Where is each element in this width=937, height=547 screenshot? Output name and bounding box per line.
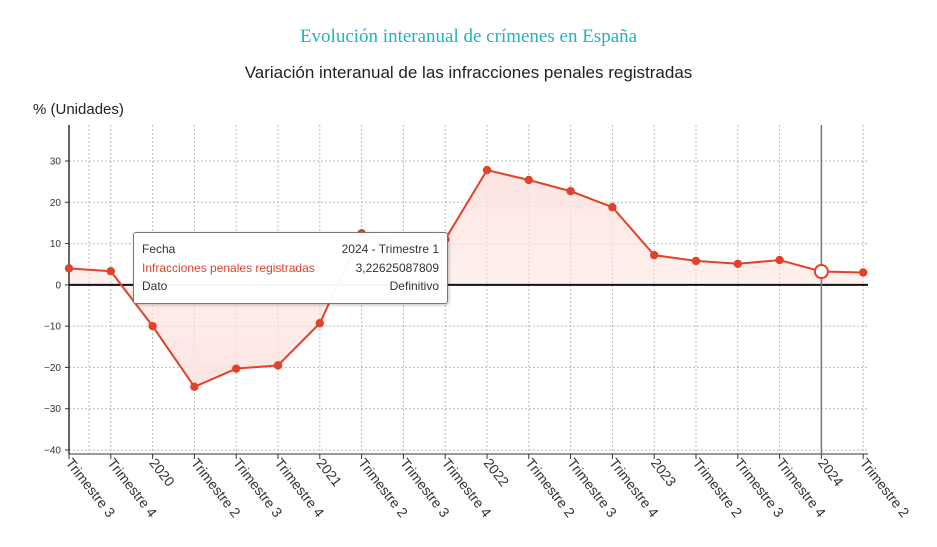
- x-tick-label: 2020: [146, 455, 178, 490]
- y-tick-label: 30: [50, 157, 62, 168]
- y-tick-label: −30: [44, 404, 61, 415]
- x-tick-label: Trimestre 2: [857, 455, 913, 520]
- tooltip-row-dato: Dato Definitivo: [142, 277, 439, 296]
- x-tick-label: 2021: [313, 455, 345, 490]
- y-axis-label: % (Unidades): [33, 101, 124, 118]
- tooltip-row-series: Infracciones penales registradas 3,22625…: [142, 259, 439, 278]
- data-point: [64, 264, 74, 273]
- page-title: Evolución interanual de crímenes en Espa…: [299, 26, 638, 47]
- data-point: [106, 267, 116, 276]
- y-tick-label: −10: [44, 322, 61, 333]
- data-point: [691, 256, 701, 266]
- data-point: [608, 203, 617, 212]
- x-tick-label: 2023: [648, 455, 680, 490]
- data-point: [273, 361, 283, 370]
- data-point: [733, 259, 742, 269]
- series-line: [68, 168, 864, 389]
- data-point: [566, 186, 575, 196]
- data-point: [315, 319, 324, 328]
- data-point: [190, 382, 199, 392]
- chart-title: Variación interanual de las infracciones…: [244, 63, 693, 82]
- y-tick-label: −40: [44, 446, 61, 457]
- data-tooltip: Fecha 2024 - Trimestre 1 Infracciones pe…: [133, 232, 448, 304]
- y-tick-label: 20: [50, 198, 62, 209]
- data-point: [232, 364, 241, 373]
- data-point: [650, 250, 659, 260]
- data-point: [859, 268, 868, 277]
- tooltip-value: 2024 - Trimestre 1: [341, 242, 439, 256]
- tooltip-value: 3,22625087809: [355, 260, 439, 275]
- data-point: [148, 321, 157, 331]
- data-point: [775, 255, 784, 265]
- y-tick-label: 0: [55, 280, 61, 291]
- tooltip-row-fecha: Fecha 2024 - Trimestre 1: [142, 240, 439, 259]
- y-tick-label: −20: [44, 363, 61, 374]
- x-tick-label: 2022: [481, 455, 513, 490]
- x-tick-label: 2024: [815, 455, 847, 490]
- tooltip-value: Definitivo: [389, 279, 439, 293]
- area-fill-positive: [69, 170, 864, 285]
- tooltip-label: Infracciones penales registradas: [142, 260, 315, 275]
- y-tick-label: 10: [50, 239, 62, 250]
- tooltip-label: Dato: [142, 279, 168, 293]
- tooltip-label: Fecha: [142, 242, 176, 256]
- data-point: [524, 175, 533, 185]
- data-point-highlighted: [813, 264, 829, 280]
- area-fill-negative: [121, 284, 338, 387]
- data-point: [482, 165, 492, 175]
